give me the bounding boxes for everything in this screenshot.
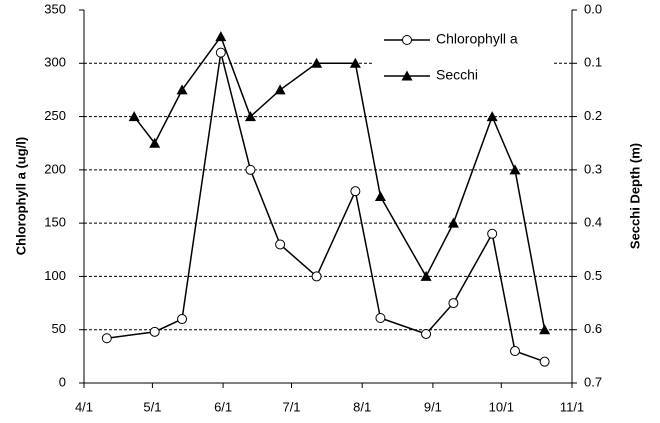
data-point	[311, 271, 322, 282]
series-line	[133, 35, 546, 330]
data-point	[447, 217, 459, 228]
data-point	[539, 324, 551, 335]
data-point	[215, 31, 227, 42]
data-point	[374, 191, 386, 201]
data-point	[128, 111, 140, 122]
data-point	[177, 314, 188, 325]
y2-tick-label: 0.3	[584, 161, 602, 176]
data-point	[311, 57, 323, 68]
y2-tick-label: 0.1	[584, 55, 602, 70]
data-point	[486, 111, 498, 122]
y-tick-label: 300	[44, 55, 66, 70]
data-point	[245, 164, 256, 175]
legend-label: Secchi	[436, 67, 478, 83]
y2-axis-label: Secchi Depth (m)	[627, 143, 642, 249]
data-point	[275, 239, 286, 250]
y2-tick-label: 0.0	[584, 1, 602, 16]
y2-tick-label: 0.5	[584, 268, 602, 283]
data-point	[509, 346, 520, 357]
data-point	[149, 137, 161, 148]
y-tick-label: 200	[44, 161, 66, 176]
data-point	[274, 84, 286, 95]
legend-marker	[402, 35, 412, 45]
y2-tick-label: 0.7	[584, 374, 602, 389]
y-tick-label: 250	[44, 108, 66, 123]
x-tick-label: 11/1	[560, 399, 584, 414]
legend-box	[372, 22, 552, 102]
x-tick-label: 9/1	[424, 399, 442, 414]
y-axis-label: Chlorophyll a (ug/l)	[13, 137, 28, 255]
data-point	[448, 298, 459, 309]
data-point	[349, 57, 361, 68]
y-tick-label: 350	[44, 1, 66, 16]
x-tick-label: 5/1	[143, 399, 161, 414]
x-tick-label: 8/1	[353, 399, 371, 414]
y-tick-label: 0	[59, 374, 66, 389]
data-point	[101, 333, 112, 344]
data-point	[149, 326, 160, 337]
data-point	[350, 186, 361, 197]
x-tick-label: 10/1	[489, 399, 514, 414]
data-point	[539, 356, 550, 367]
data-point	[176, 84, 188, 95]
series-line	[106, 52, 545, 363]
data-point	[487, 228, 498, 239]
data-point	[509, 164, 521, 175]
x-tick-label: 6/1	[214, 399, 232, 414]
data-point	[375, 312, 386, 323]
y2-tick-label: 0.4	[584, 215, 602, 230]
y2-tick-label: 0.2	[584, 108, 602, 123]
legend-marker	[401, 70, 413, 81]
y-tick-label: 150	[44, 215, 66, 230]
legend-label: Chlorophyll a	[436, 31, 518, 47]
data-point	[244, 111, 256, 122]
y-tick-label: 50	[52, 321, 66, 336]
x-tick-label: 4/1	[75, 399, 93, 414]
data-point	[420, 270, 432, 281]
x-tick-label: 7/1	[282, 399, 300, 414]
data-point	[215, 47, 226, 58]
y-tick-label: 100	[44, 268, 66, 283]
y2-tick-label: 0.6	[584, 321, 602, 336]
data-point	[421, 328, 432, 339]
